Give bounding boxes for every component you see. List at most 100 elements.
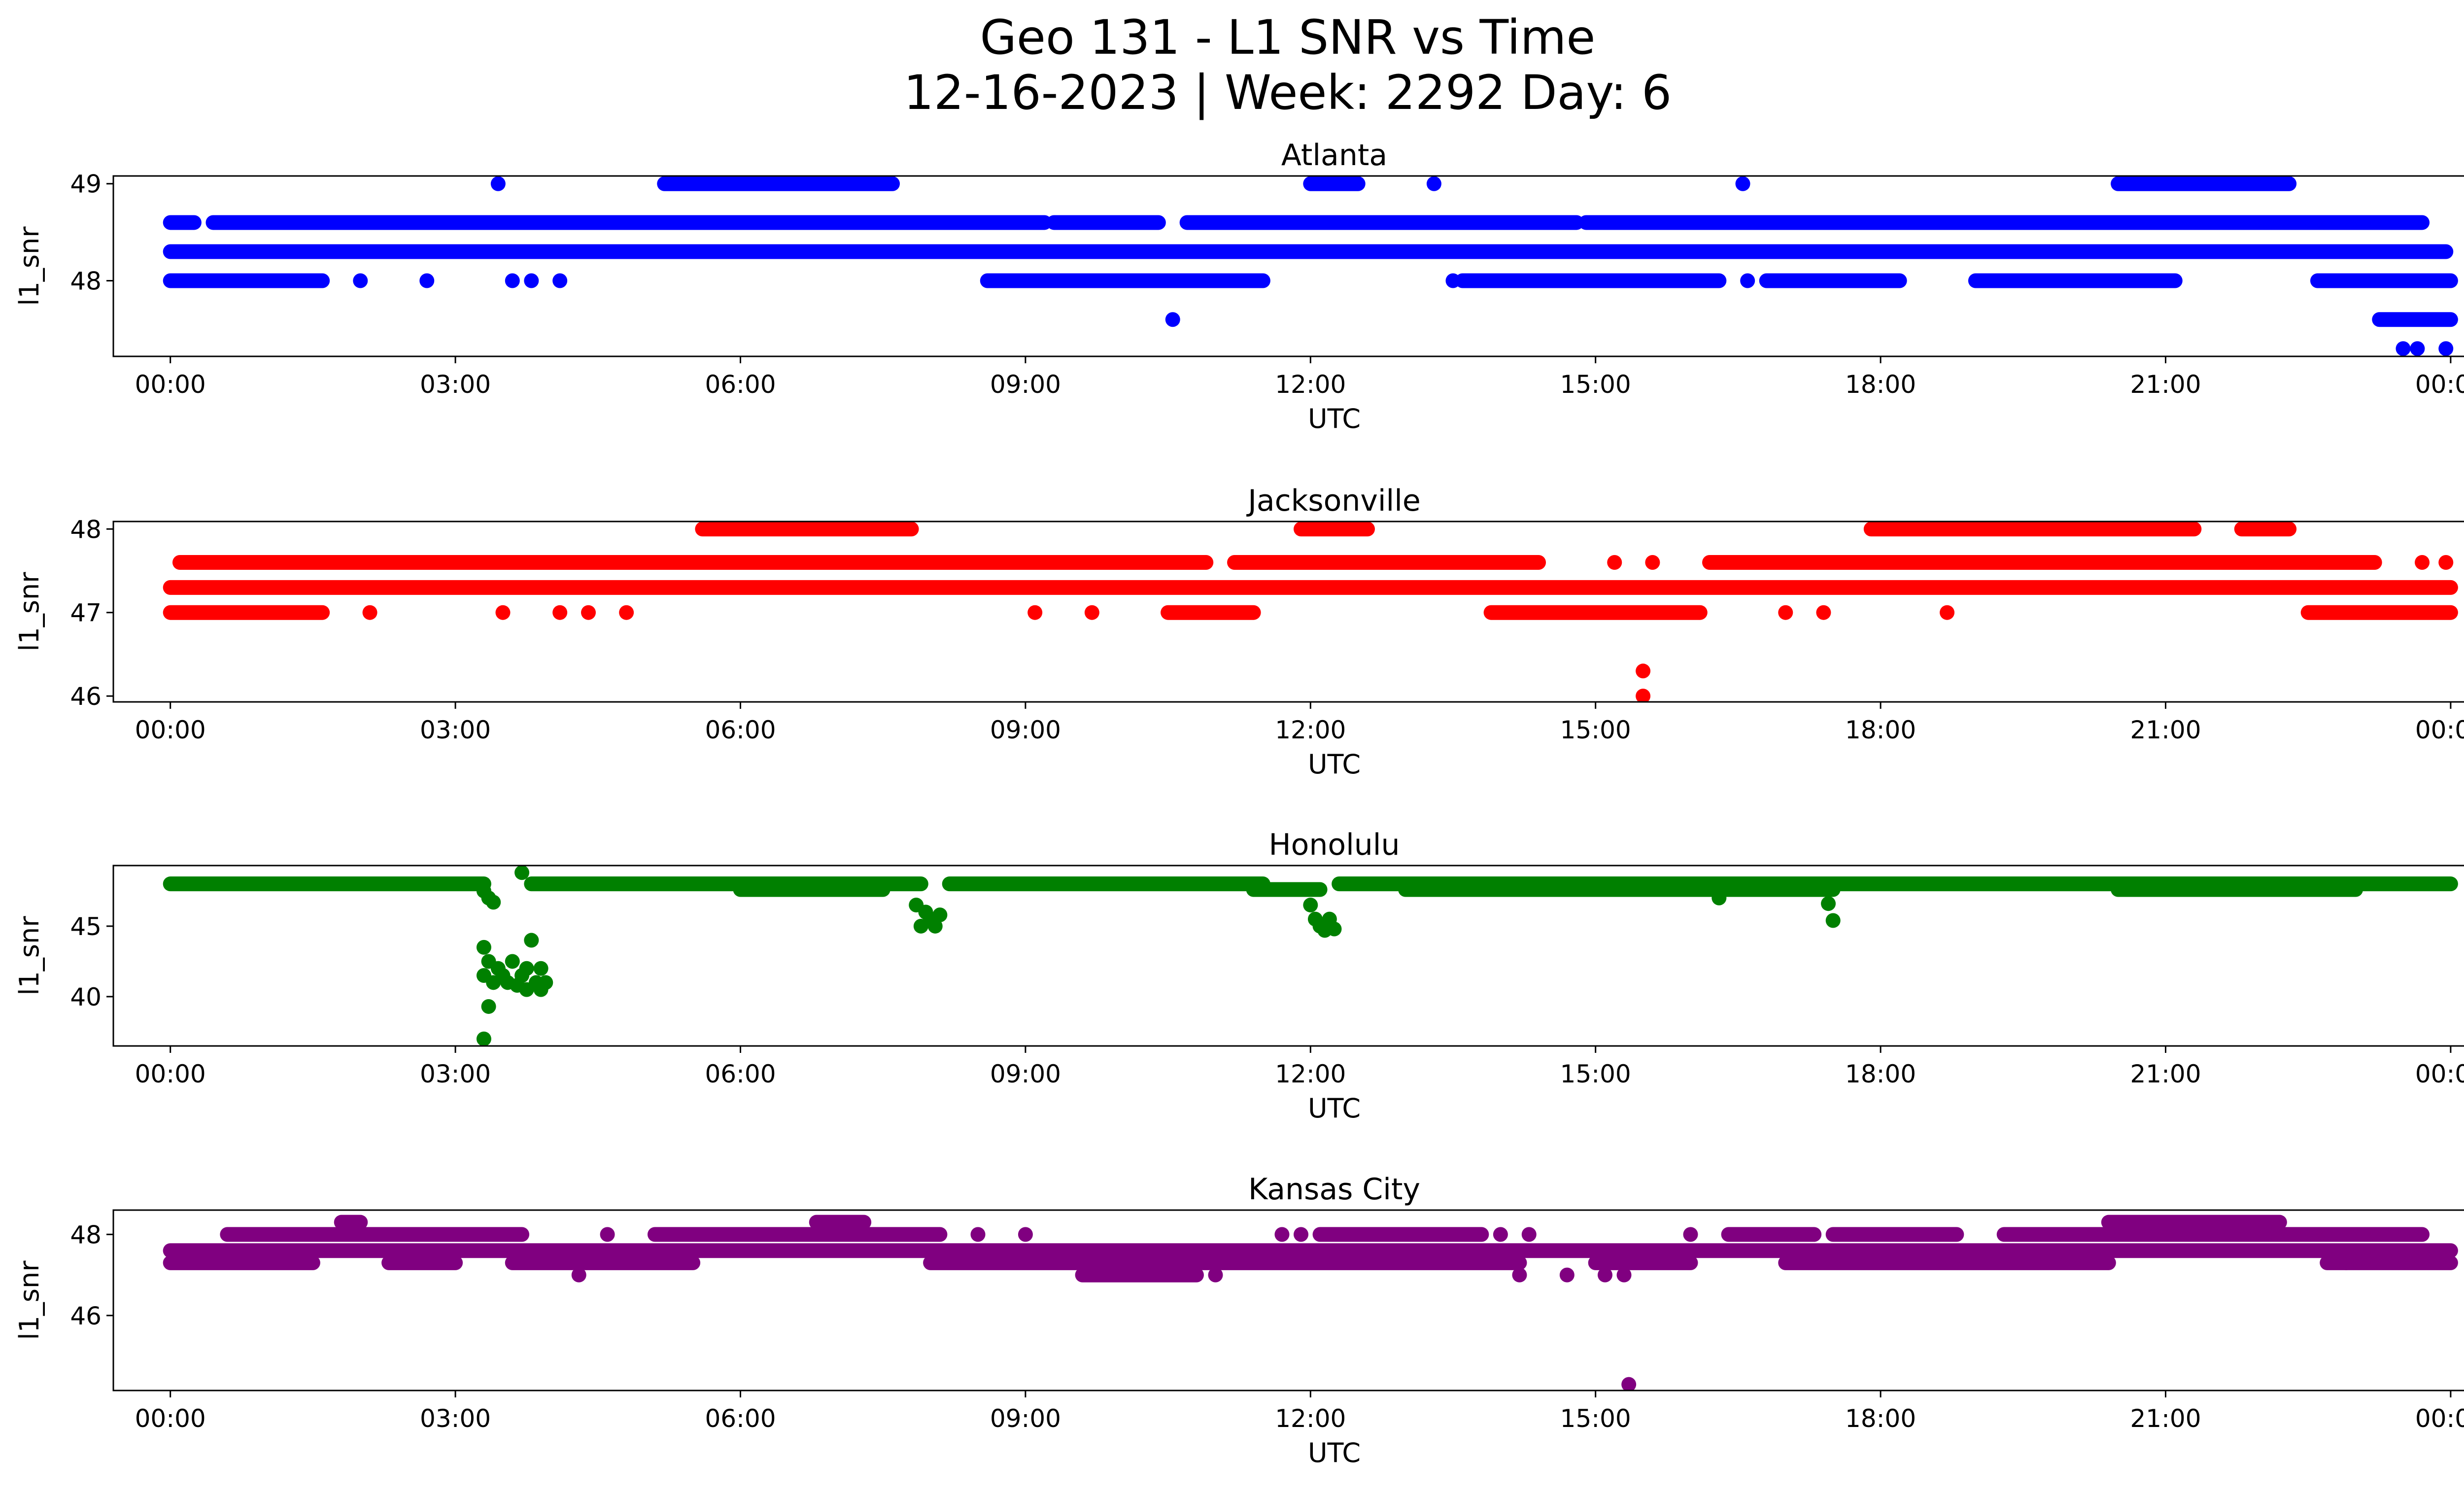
series-markers: [163, 866, 2458, 1046]
y-tick-label: 48: [70, 515, 102, 544]
data-point: [1426, 176, 1441, 191]
subplot-4: Kansas City 00:00 03:00 06:00 09:00 12:00 15:0…: [14, 1172, 2464, 1468]
data-point: [1940, 605, 1955, 620]
data-point: [1778, 605, 1793, 620]
data-point: [1636, 689, 1651, 702]
axes-frame: [112, 521, 2464, 703]
data-point: [419, 273, 435, 288]
x-tick-label: 18:00: [1845, 1060, 1916, 1088]
x-tick-label: 15:00: [1560, 1060, 1631, 1088]
data-point: [486, 895, 501, 910]
data-point: [1274, 1227, 1290, 1242]
x-tick-label: 06:00: [705, 370, 776, 399]
y-tick-label: 48: [70, 1220, 102, 1249]
figure-title-line-2: 12-16-2023 | Week: 2292 Day: 6: [903, 65, 1672, 120]
x-tick-label: 12:00: [1275, 716, 1346, 744]
figure-title: Geo 131 - L1 SNR vs Time 12-16-2023 | We…: [0, 10, 2464, 120]
x-axis-label: UTC: [1308, 749, 1361, 780]
x-tick-label: 21:00: [2130, 1404, 2201, 1433]
data-point: [1735, 176, 1750, 191]
x-tick-label: 06:00: [705, 716, 776, 744]
data-point: [1607, 555, 1622, 570]
data-point: [524, 273, 539, 288]
x-tick-label: 21:00: [2130, 370, 2201, 399]
x-tick-label: 09:00: [990, 370, 1061, 399]
data-point: [1027, 605, 1043, 620]
data-point: [514, 866, 530, 880]
data-point: [1825, 913, 1841, 928]
data-point: [1616, 1267, 1632, 1283]
data-point: [2338, 1255, 2354, 1270]
y-axis-label: l1_snr: [14, 226, 45, 306]
x-tick-label: 03:00: [420, 1060, 491, 1088]
data-point: [1816, 605, 1831, 620]
x-axis-label: UTC: [1308, 1093, 1361, 1124]
y-axis-label: l1_snr: [14, 572, 45, 652]
data-point: [533, 961, 548, 976]
data-point: [2410, 341, 2425, 356]
x-tick-label: 00:00: [135, 1060, 206, 1088]
x-tick-label: 21:00: [2130, 716, 2201, 744]
y-tick-label: 45: [70, 912, 102, 941]
data-point: [1559, 1267, 1574, 1283]
x-tick-label: 00:00: [2415, 370, 2464, 399]
data-point: [927, 918, 943, 934]
x-tick-label: 00:00: [135, 370, 206, 399]
subplot-title: Jacksonville: [1246, 484, 1421, 518]
x-tick-label: 21:00: [2130, 1060, 2201, 1088]
data-point: [970, 1227, 986, 1242]
data-point: [552, 273, 568, 288]
data-point: [505, 273, 520, 288]
data-point: [1683, 1227, 1698, 1242]
y-axis-label: l1_snr: [14, 1260, 45, 1340]
axes-frame: [112, 175, 2464, 357]
data-point: [1018, 1227, 1033, 1242]
figure-title-line-1: Geo 131 - L1 SNR vs Time: [980, 10, 1596, 65]
subplot-1: Atlanta 00:00 03:00 06:00 09:00 12:00 15:00 18:…: [14, 138, 2464, 434]
data-point: [1711, 890, 1727, 905]
x-axis-label: UTC: [1308, 403, 1361, 434]
data-point: [552, 605, 568, 620]
x-tick-label: 09:00: [990, 1404, 1061, 1433]
x-tick-label: 00:00: [2415, 1060, 2464, 1088]
x-tick-label: 12:00: [1275, 1060, 1346, 1088]
x-tick-label: 00:00: [2415, 716, 2464, 744]
data-point: [519, 982, 534, 997]
data-point: [2396, 341, 2411, 356]
data-point: [619, 605, 634, 620]
data-point: [1327, 921, 1342, 937]
x-tick-label: 18:00: [1845, 370, 1916, 399]
x-tick-label: 03:00: [420, 370, 491, 399]
axes-frame: [112, 865, 2464, 1047]
data-point: [362, 605, 377, 620]
x-tick-label: 12:00: [1275, 370, 1346, 399]
data-point: [932, 907, 948, 923]
data-point: [490, 176, 506, 191]
series-markers: [163, 1215, 2458, 1391]
data-point: [1740, 273, 1755, 288]
y-tick-label: 46: [70, 682, 102, 711]
data-point: [1208, 1267, 1223, 1283]
data-point: [1084, 605, 1099, 620]
x-tick-label: 00:00: [135, 1404, 206, 1433]
data-point: [476, 939, 491, 955]
data-point: [1445, 273, 1461, 288]
series-markers: [163, 176, 2458, 356]
data-point: [519, 961, 534, 976]
x-tick-label: 15:00: [1560, 716, 1631, 744]
data-point: [1621, 1377, 1637, 1391]
x-tick-label: 12:00: [1275, 1404, 1346, 1433]
x-tick-label: 15:00: [1560, 370, 1631, 399]
data-point: [1493, 1227, 1508, 1242]
data-point: [495, 605, 511, 620]
y-tick-label: 49: [70, 170, 102, 199]
data-point: [1303, 898, 1318, 913]
subplot-title: Honolulu: [1269, 828, 1400, 862]
data-point: [581, 605, 596, 620]
subplot-title: Atlanta: [1281, 138, 1387, 173]
subplot-2: Jacksonville 00:00 03:00 06:00 09:00 12:00 15:…: [14, 484, 2464, 780]
x-tick-label: 00:00: [135, 716, 206, 744]
data-point: [918, 904, 933, 920]
